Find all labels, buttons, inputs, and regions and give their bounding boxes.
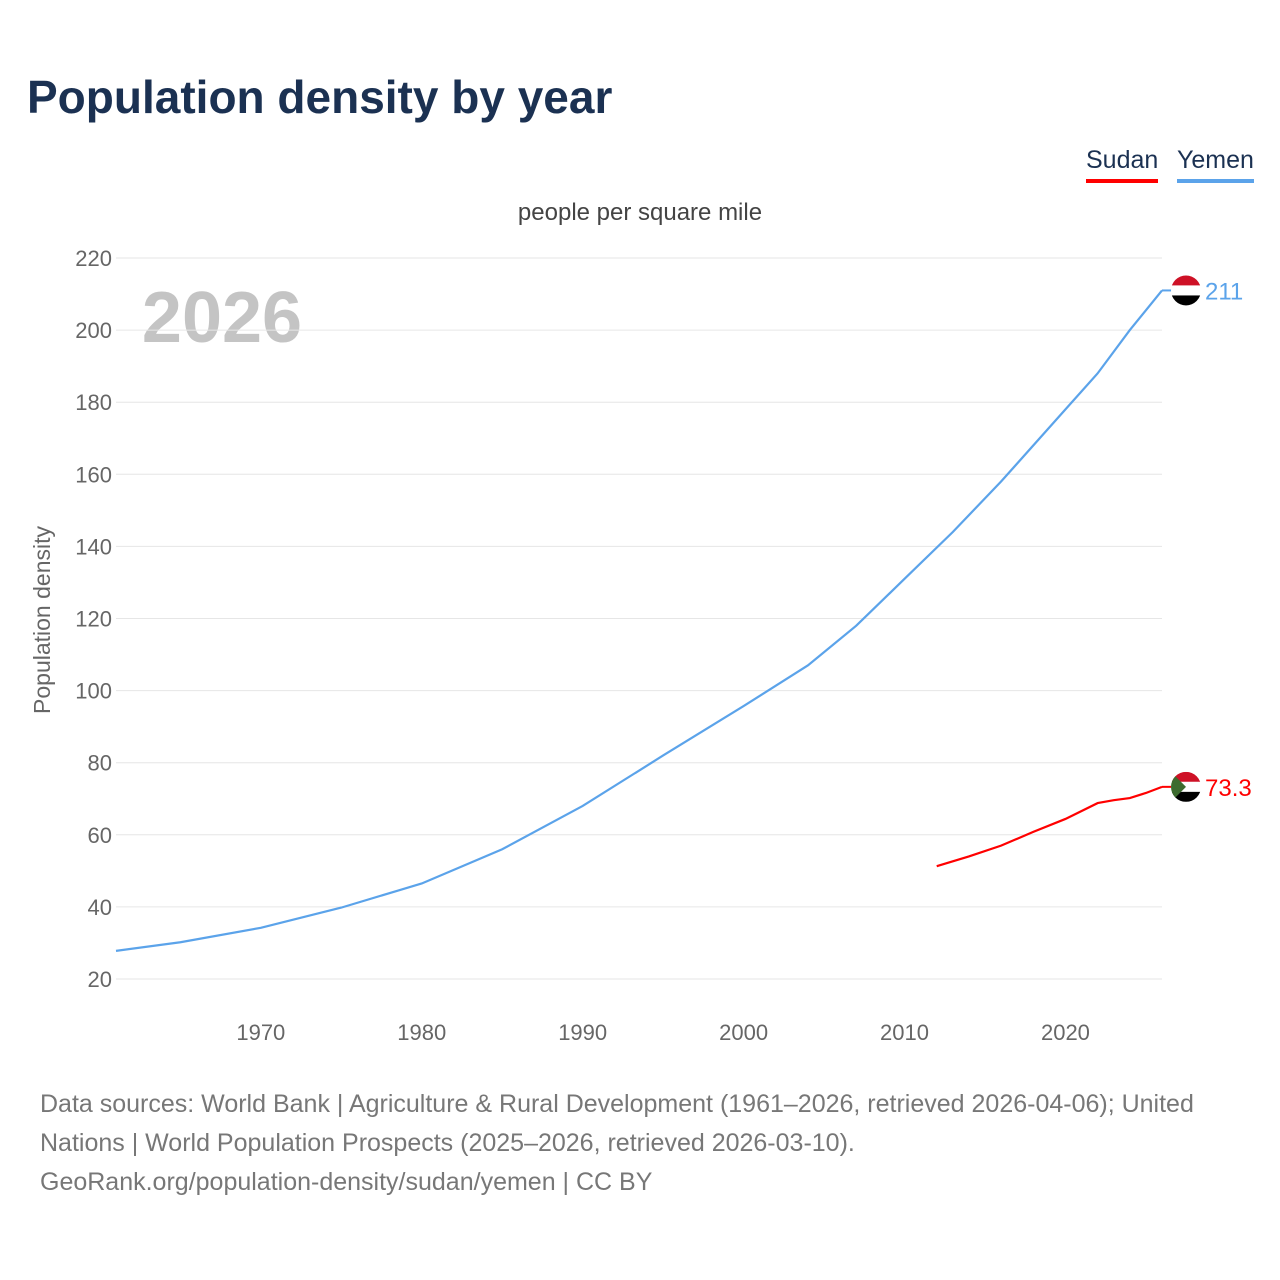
chart-subtitle: people per square mile (517, 199, 763, 226)
x-tick-label: 1980 (397, 1020, 446, 1045)
legend-sudan[interactable]: Sudan (1086, 146, 1159, 183)
y-tick-label: 140 (75, 534, 112, 559)
y-tick-label: 180 (75, 390, 112, 415)
source-link[interactable]: GeoRank.org/population-density/sudan/yem… (40, 1168, 653, 1196)
y-tick-label: 60 (88, 823, 112, 848)
x-tick-label: 1990 (558, 1020, 607, 1045)
y-tick-label: 160 (75, 462, 112, 487)
chart-title: Population density by year (27, 71, 613, 123)
y-tick-label: 100 (75, 679, 112, 704)
y-tick-label: 220 (75, 246, 112, 271)
plot-area: 2026 Population density 20 40 60 80 100 120 14… (29, 246, 1252, 1045)
data-source: Data sources: World Bank | Agriculture &… (40, 1085, 1250, 1202)
y-tick-label: 120 (75, 607, 112, 632)
x-tick-label: 2000 (719, 1020, 768, 1045)
flag-yemen-icon (1171, 275, 1201, 306)
y-axis-label: Population density (29, 526, 55, 714)
y-tick-label: 200 (75, 318, 112, 343)
legend-yemen[interactable]: Yemen (1177, 146, 1254, 183)
x-tick-label: 2020 (1041, 1020, 1090, 1045)
end-value-label: 73.3 (1205, 775, 1252, 802)
x-tick-label: 2010 (880, 1020, 929, 1045)
y-tick-label: 40 (88, 895, 112, 920)
x-tick-label: 1970 (236, 1020, 285, 1045)
y-tick-label: 80 (88, 751, 112, 776)
end-value-label: 211 (1205, 278, 1243, 305)
source-line: Data sources: World Bank | Agriculture &… (40, 1090, 1194, 1157)
series-line-sudan (936, 785, 1163, 868)
flag-sudan-icon (1171, 771, 1201, 802)
y-tick-label: 20 (88, 967, 112, 992)
series-line-yemen (115, 289, 1163, 952)
year-watermark: 2026 (142, 278, 302, 358)
